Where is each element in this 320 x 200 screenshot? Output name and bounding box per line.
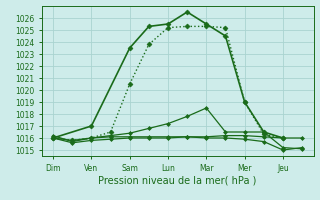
X-axis label: Pression niveau de la mer( hPa ): Pression niveau de la mer( hPa ) bbox=[99, 175, 257, 185]
